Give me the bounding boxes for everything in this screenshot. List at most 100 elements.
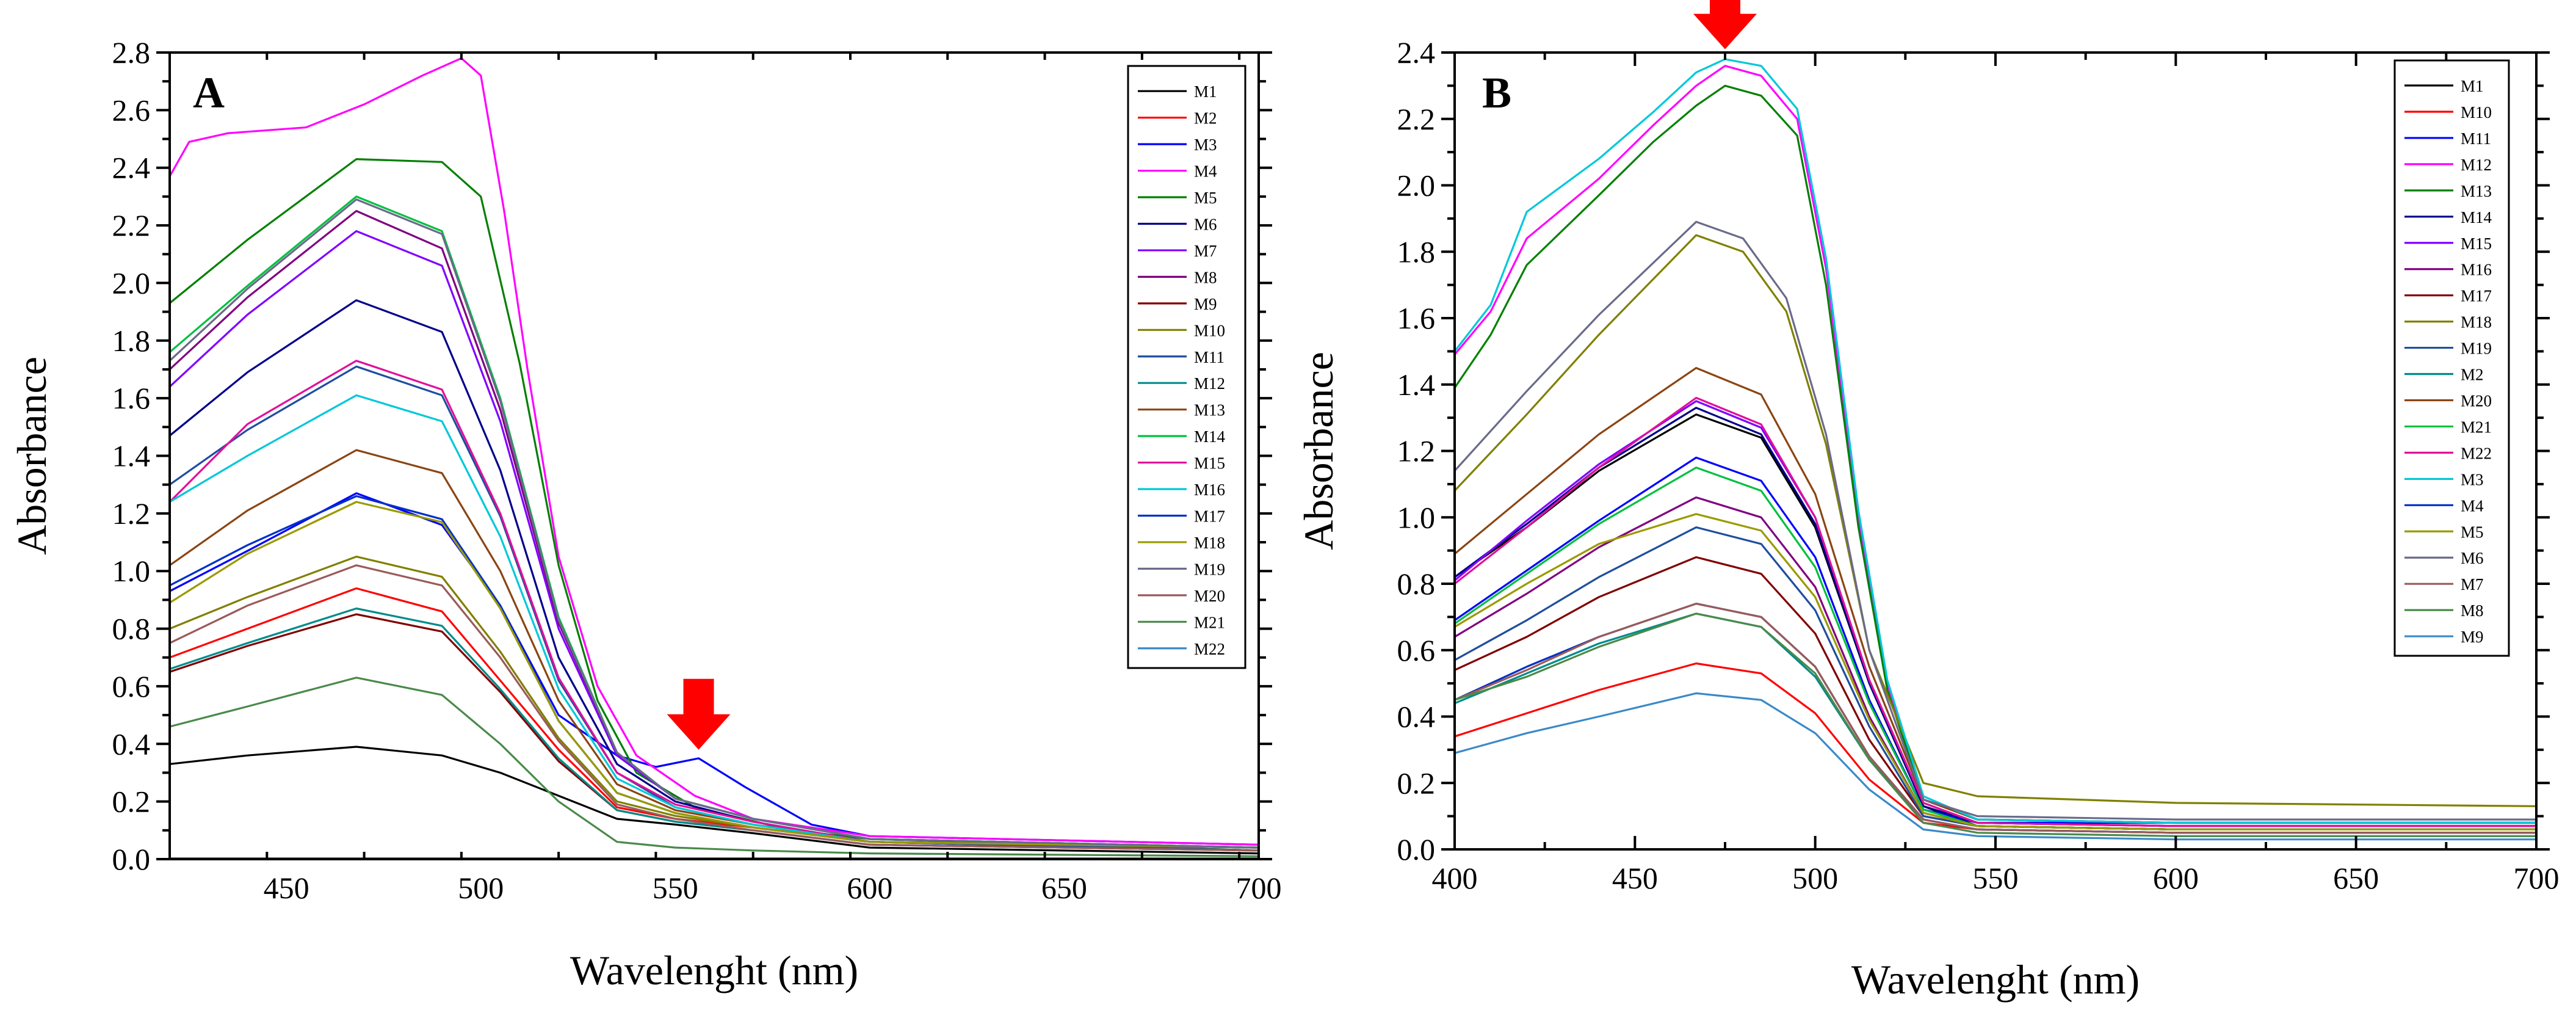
- x-tick-label: 650: [1041, 871, 1087, 905]
- series-line-m16: [170, 394, 1259, 849]
- x-tick-label: 450: [264, 871, 309, 905]
- x-tick-label: 650: [2333, 861, 2379, 895]
- y-tick-label: 2.4: [112, 151, 151, 185]
- legend-entry: M7: [1194, 242, 1217, 260]
- legend-entry: M15: [2461, 234, 2492, 253]
- legend-entry: M22: [1194, 640, 1225, 658]
- series-line-m14: [1455, 407, 2536, 827]
- legend-entry: M14: [1194, 427, 1226, 446]
- legend: M1 M2 M3 M4 M5 M6 M7 M8 M9 M10 M11 M12 M13 M14 M15 M16 M…: [1127, 65, 1246, 669]
- panel-letter: A: [193, 68, 225, 117]
- panel-b: 400 450 500 550 600 650 700 0.0 0.2 0.4 0.6 0.8 1.0 1…: [1295, 0, 2560, 1003]
- x-tick-label: 400: [1432, 861, 1478, 895]
- legend-entry: M5: [2461, 523, 2484, 541]
- legend-entry: M3: [2461, 470, 2484, 488]
- series-line-m10: [1455, 662, 2536, 834]
- legend-entry: M16: [2461, 261, 2492, 279]
- legend-entry: M3: [1194, 136, 1217, 154]
- series-line-m8: [1455, 612, 2536, 837]
- series-line-m17: [1455, 556, 2536, 830]
- series-line-m15: [1455, 400, 2536, 827]
- legend-entry: M2: [2461, 366, 2484, 384]
- legend-box: [1127, 65, 1246, 669]
- y-tick-label: 1.4: [1397, 368, 1436, 402]
- y-axis-label: Absorbance: [1295, 352, 1342, 550]
- legend-entry: M15: [1194, 454, 1225, 473]
- series-group: [1455, 58, 2536, 841]
- series-line-m17: [170, 495, 1259, 849]
- series-line-m5: [1455, 513, 2536, 830]
- y-tick-label: 1.2: [1397, 434, 1436, 468]
- y-tick-label: 2.2: [1397, 102, 1436, 136]
- legend-entry: M17: [1194, 507, 1225, 525]
- series-line-m4: [170, 57, 1259, 846]
- series-line-m9: [1455, 692, 2536, 841]
- series-line-m1: [170, 746, 1259, 855]
- y-tick-label: 1.0: [112, 554, 151, 588]
- y-tick-label: 0.6: [1397, 633, 1436, 667]
- series-line-m3: [170, 492, 1259, 846]
- red-arrow-annotation: [667, 678, 731, 750]
- legend-entry: M13: [1194, 401, 1225, 419]
- legend-entry: M20: [2461, 391, 2492, 410]
- x-tick-label: 700: [2514, 861, 2560, 895]
- panel-a: 450 500 550 600 650 700 0.0 0.2 0.4 0.6 0.8 1.0 1.2 1…: [9, 35, 1282, 993]
- legend-entry: M11: [2461, 129, 2491, 148]
- series-line-m13: [170, 449, 1259, 849]
- series-line-m1: [1455, 413, 2536, 830]
- y-tick-label: 0.0: [1397, 832, 1436, 866]
- y-axis-label: Absorbance: [9, 357, 55, 555]
- y-tick-label: 1.6: [1397, 301, 1436, 335]
- legend-entry: M18: [1194, 534, 1225, 552]
- series-line-m16: [1455, 496, 2536, 830]
- legend-entry: M10: [1194, 321, 1225, 340]
- legend-entry: M7: [2461, 575, 2484, 594]
- legend-entry: M5: [1194, 189, 1217, 207]
- series-line-m18: [1455, 234, 2536, 807]
- y-tick-label: 1.8: [1397, 234, 1436, 269]
- series-line-m21: [170, 677, 1259, 857]
- y-tick-label: 0.0: [112, 842, 151, 876]
- series-line-m15: [170, 360, 1259, 849]
- y-tick-label: 0.8: [1397, 567, 1436, 601]
- y-tick-label: 0.4: [1397, 700, 1436, 734]
- series-line-m8: [170, 209, 1259, 849]
- legend-entry: M21: [2461, 418, 2492, 436]
- legend-entry: M22: [2461, 444, 2492, 462]
- x-tick-label: 600: [2153, 861, 2199, 895]
- y-tick-label: 1.0: [1397, 500, 1436, 534]
- x-axis-label: Wavelenght (nm): [570, 947, 858, 993]
- y-tick-label: 2.0: [1397, 169, 1436, 203]
- series-line-m21: [1455, 467, 2536, 830]
- x-tick-label: 450: [1612, 861, 1658, 895]
- y-tick-label: 2.4: [1397, 35, 1436, 70]
- legend-box: [2393, 59, 2510, 657]
- legend: M1 M10 M11 M12 M13 M14 M15 M16 M17 M18 M19 M2 M20 M21…: [2393, 59, 2510, 657]
- x-tick-label: 500: [458, 871, 504, 905]
- legend-entry: M1: [1194, 82, 1217, 101]
- legend-entry: M20: [1194, 587, 1225, 605]
- panel-letter: B: [1482, 68, 1511, 117]
- series-line-m2: [1455, 612, 2536, 834]
- plot-frame: [168, 51, 1260, 860]
- series-line-m6: [1455, 220, 2536, 821]
- legend-entry: M19: [1194, 560, 1225, 578]
- x-tick-label: 700: [1236, 871, 1282, 905]
- legend-entry: M9: [1194, 295, 1217, 313]
- series-line-m20: [1455, 367, 2536, 824]
- legend-entry: M18: [2461, 313, 2492, 332]
- series-line-m22: [1455, 396, 2536, 827]
- series-line-m19: [170, 198, 1259, 849]
- legend-entry: M10: [2461, 103, 2492, 122]
- legend-entry: M21: [1194, 613, 1225, 631]
- series-line-m12: [1455, 65, 2536, 824]
- legend-entry: M12: [2461, 156, 2492, 174]
- series-line-m14: [170, 195, 1259, 849]
- series-line-m11: [1455, 456, 2536, 824]
- y-tick-label: 1.6: [112, 381, 151, 415]
- series-line-m7: [1455, 603, 2536, 834]
- y-tick-label: 1.2: [112, 496, 151, 531]
- x-tick-label: 600: [847, 871, 892, 905]
- plot-frame: [1453, 51, 2538, 851]
- y-tick-label: 2.8: [112, 35, 151, 70]
